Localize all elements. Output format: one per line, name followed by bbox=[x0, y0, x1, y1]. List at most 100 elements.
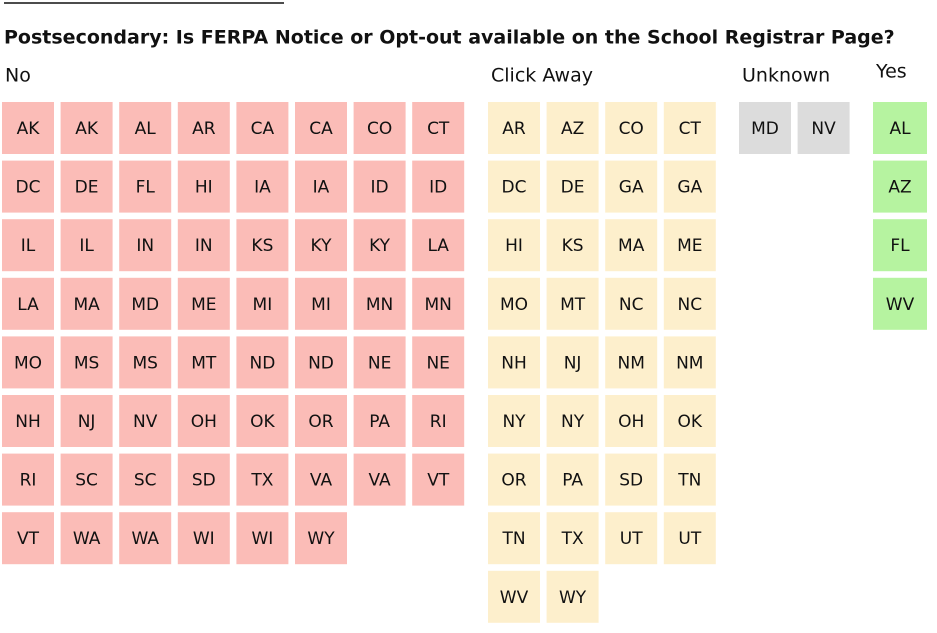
state-label: KS bbox=[251, 236, 273, 256]
state-label: WY bbox=[307, 529, 335, 549]
state-tile bbox=[873, 219, 927, 272]
state-label: NH bbox=[501, 353, 527, 373]
state-tile bbox=[177, 219, 230, 272]
state-tile bbox=[546, 219, 599, 272]
state-label: RI bbox=[430, 412, 447, 432]
state-label: MD bbox=[131, 295, 159, 315]
state-label: RI bbox=[20, 471, 37, 491]
state-tile bbox=[119, 219, 172, 272]
state-tile bbox=[546, 395, 599, 447]
state-tile bbox=[412, 219, 465, 272]
state-tile bbox=[60, 219, 113, 272]
state-label: NM bbox=[618, 353, 645, 373]
state-label: HI bbox=[195, 178, 213, 198]
state-label: MS bbox=[74, 353, 99, 373]
state-tile bbox=[177, 102, 230, 154]
state-label: TN bbox=[677, 471, 701, 491]
state-label: CO bbox=[619, 119, 644, 139]
state-tile bbox=[2, 395, 54, 447]
state-label: CO bbox=[367, 119, 392, 139]
state-tile bbox=[663, 219, 716, 272]
state-tile bbox=[236, 219, 289, 272]
state-tile bbox=[605, 395, 658, 447]
state-tile bbox=[605, 102, 658, 154]
state-tile bbox=[177, 395, 230, 447]
state-tile bbox=[353, 160, 406, 213]
state-tile bbox=[295, 102, 347, 154]
state-tile bbox=[873, 102, 927, 154]
state-tile bbox=[236, 160, 289, 213]
state-label: OK bbox=[250, 412, 275, 432]
state-label: TX bbox=[250, 471, 273, 491]
state-label: AZ bbox=[888, 178, 911, 198]
state-tile bbox=[119, 336, 172, 389]
state-tile bbox=[488, 570, 540, 623]
state-label: NC bbox=[619, 295, 644, 315]
state-tile bbox=[60, 453, 113, 506]
state-tile bbox=[663, 395, 716, 447]
state-tile bbox=[119, 160, 172, 213]
state-label: TX bbox=[561, 529, 584, 549]
state-tile bbox=[488, 219, 540, 272]
group-header: Click Away bbox=[491, 65, 593, 87]
state-tile bbox=[488, 453, 540, 506]
state-label: MA bbox=[73, 295, 100, 315]
state-label: FL bbox=[890, 236, 910, 256]
state-tile bbox=[663, 160, 716, 213]
state-label: DC bbox=[16, 178, 41, 198]
state-tile bbox=[177, 160, 230, 213]
state-tile bbox=[663, 336, 716, 389]
state-label: NE bbox=[426, 353, 449, 373]
state-label: LA bbox=[17, 295, 39, 315]
state-label: LA bbox=[427, 236, 449, 256]
state-tile bbox=[739, 102, 791, 154]
state-label: HI bbox=[505, 236, 523, 256]
state-label: ID bbox=[371, 178, 389, 198]
state-label: CT bbox=[427, 119, 450, 139]
state-tile bbox=[605, 512, 658, 565]
state-label: OH bbox=[618, 412, 644, 432]
state-tile bbox=[353, 395, 406, 447]
state-tile bbox=[295, 219, 347, 272]
state-label: DE bbox=[75, 178, 99, 198]
state-label: NV bbox=[811, 119, 836, 139]
state-label: MS bbox=[132, 353, 157, 373]
state-label: AL bbox=[889, 119, 911, 139]
state-tile bbox=[60, 395, 113, 447]
state-label: SD bbox=[192, 471, 216, 491]
state-label: TN bbox=[501, 529, 525, 549]
state-tile bbox=[546, 102, 599, 154]
state-tile bbox=[236, 395, 289, 447]
state-tile bbox=[412, 277, 465, 330]
state-tile bbox=[663, 453, 716, 506]
state-tile bbox=[546, 336, 599, 389]
state-tile bbox=[546, 570, 599, 623]
state-tile bbox=[177, 512, 230, 565]
state-tile bbox=[119, 395, 172, 447]
state-tile bbox=[412, 102, 465, 154]
state-tile bbox=[295, 277, 347, 330]
state-label: MT bbox=[191, 353, 217, 373]
state-label: NE bbox=[368, 353, 391, 373]
state-label: IA bbox=[313, 178, 330, 198]
state-tile bbox=[236, 336, 289, 389]
group-header: No bbox=[5, 65, 31, 87]
state-tile bbox=[605, 453, 658, 506]
state-label: KY bbox=[311, 236, 333, 256]
state-tile bbox=[2, 512, 54, 565]
state-tile bbox=[119, 512, 172, 565]
state-label: NC bbox=[678, 295, 703, 315]
state-label: WV bbox=[886, 295, 915, 315]
state-label: WI bbox=[251, 529, 273, 549]
state-tile bbox=[236, 102, 289, 154]
state-tile bbox=[236, 453, 289, 506]
state-label: WI bbox=[193, 529, 215, 549]
state-tile bbox=[663, 512, 716, 565]
state-label: NY bbox=[502, 412, 526, 432]
state-tile bbox=[295, 512, 347, 565]
state-label: CT bbox=[679, 119, 702, 139]
state-label: OR bbox=[501, 471, 526, 491]
state-label: CA bbox=[309, 119, 333, 139]
state-label: SC bbox=[75, 471, 98, 491]
state-tile bbox=[488, 160, 540, 213]
